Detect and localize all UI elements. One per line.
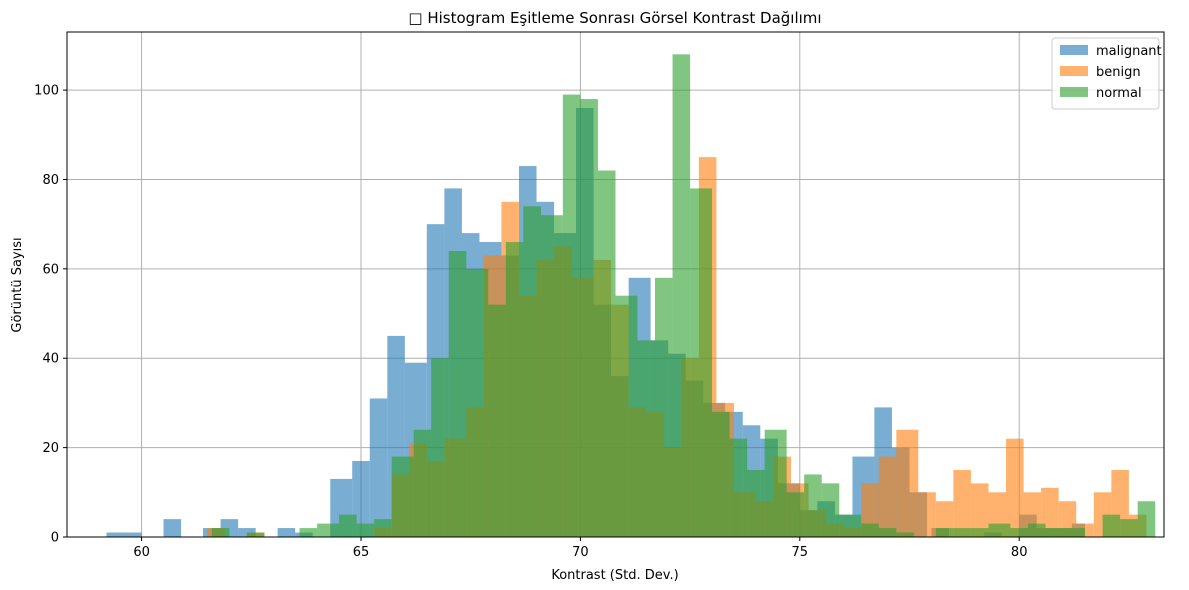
legend: malignant benign normal [1051, 37, 1162, 110]
malignant-bar [124, 532, 142, 537]
normal-bar [299, 528, 318, 537]
benign-bar [918, 492, 936, 537]
normal-bar [804, 474, 822, 537]
plot-frame [66, 31, 1165, 538]
y-tick-label: 40 [42, 352, 59, 367]
normal-bar [878, 528, 897, 537]
x-axis-label: Kontrast (Std. Dev.) [551, 568, 678, 583]
normal-bar [505, 242, 524, 537]
x-tick-label: 65 [353, 545, 370, 560]
normal-bar [764, 429, 787, 537]
y-tick-label: 80 [42, 173, 59, 188]
bars-layer [106, 54, 1156, 538]
normal-bar [317, 523, 340, 537]
normal-bar [356, 523, 375, 537]
legend-label-normal: normal [1096, 86, 1142, 101]
x-tick-label: 60 [133, 545, 150, 560]
normal-bar [1010, 528, 1028, 537]
normal-bar [953, 528, 971, 537]
benign-bar [896, 429, 919, 537]
normal-bar [523, 206, 541, 537]
normal-bar [839, 514, 862, 537]
y-tick-label: 60 [42, 262, 59, 277]
normal-bar [391, 456, 414, 537]
normal-bar [562, 94, 581, 537]
normal-bar [654, 277, 673, 537]
legend-swatch-normal [1060, 87, 1088, 97]
normal-bar [1137, 501, 1156, 537]
ticks-layer: 60 65 70 75 80 0 20 40 60 80 100 [34, 84, 1027, 560]
malignant-bar [277, 528, 296, 537]
normal-bar [1063, 528, 1086, 537]
normal-bar [413, 429, 432, 537]
normal-bar [690, 188, 713, 537]
normal-bar [339, 514, 357, 537]
malignant-bar [369, 398, 388, 537]
chart-title: □ Histogram Eşitleme Sonrası Görsel Kont… [408, 9, 821, 27]
normal-bar [935, 528, 954, 537]
normal-bar [466, 268, 489, 537]
benign-bar [878, 456, 897, 537]
legend-swatch-malignant [1060, 45, 1088, 55]
normal-bar [597, 170, 616, 537]
x-tick-label: 80 [1011, 545, 1028, 560]
y-tick-label: 100 [34, 84, 59, 99]
normal-bar [246, 532, 265, 537]
legend-label-benign: benign [1096, 65, 1141, 80]
normal-bar [786, 492, 805, 537]
benign-bar [970, 483, 989, 537]
normal-bar [374, 519, 392, 537]
normal-bar [988, 523, 1011, 537]
x-tick-label: 75 [792, 545, 809, 560]
normal-bar [211, 528, 230, 537]
normal-bar [729, 438, 748, 537]
y-tick-label: 20 [42, 441, 59, 456]
malignant-bar [163, 519, 182, 537]
normal-bar [1102, 514, 1121, 537]
normal-bar [540, 215, 563, 537]
y-axis-label: Görüntü Sayısı [10, 237, 25, 332]
x-tick-label: 70 [572, 545, 589, 560]
normal-bar [448, 250, 467, 537]
normal-bar [1120, 519, 1138, 537]
legend-label-malignant: malignant [1096, 44, 1162, 59]
benign-bar [1006, 438, 1024, 537]
series-normal [211, 54, 1156, 538]
normal-bar [1045, 528, 1064, 537]
normal-bar [488, 304, 506, 537]
normal-bar [580, 99, 598, 537]
normal-bar [637, 340, 655, 537]
malignant-bar [106, 532, 125, 537]
benign-bar [953, 469, 971, 537]
normal-bar [672, 54, 691, 538]
legend-swatch-benign [1060, 66, 1088, 76]
normal-bar [615, 295, 638, 537]
normal-bar [431, 358, 449, 537]
y-tick-label: 0 [51, 531, 59, 546]
normal-bar [747, 469, 765, 537]
normal-bar [821, 483, 840, 537]
normal-bar [1027, 523, 1046, 537]
normal-bar [970, 528, 989, 537]
normal-bar [896, 532, 914, 537]
normal-bar [861, 523, 879, 537]
normal-bar [712, 411, 730, 537]
